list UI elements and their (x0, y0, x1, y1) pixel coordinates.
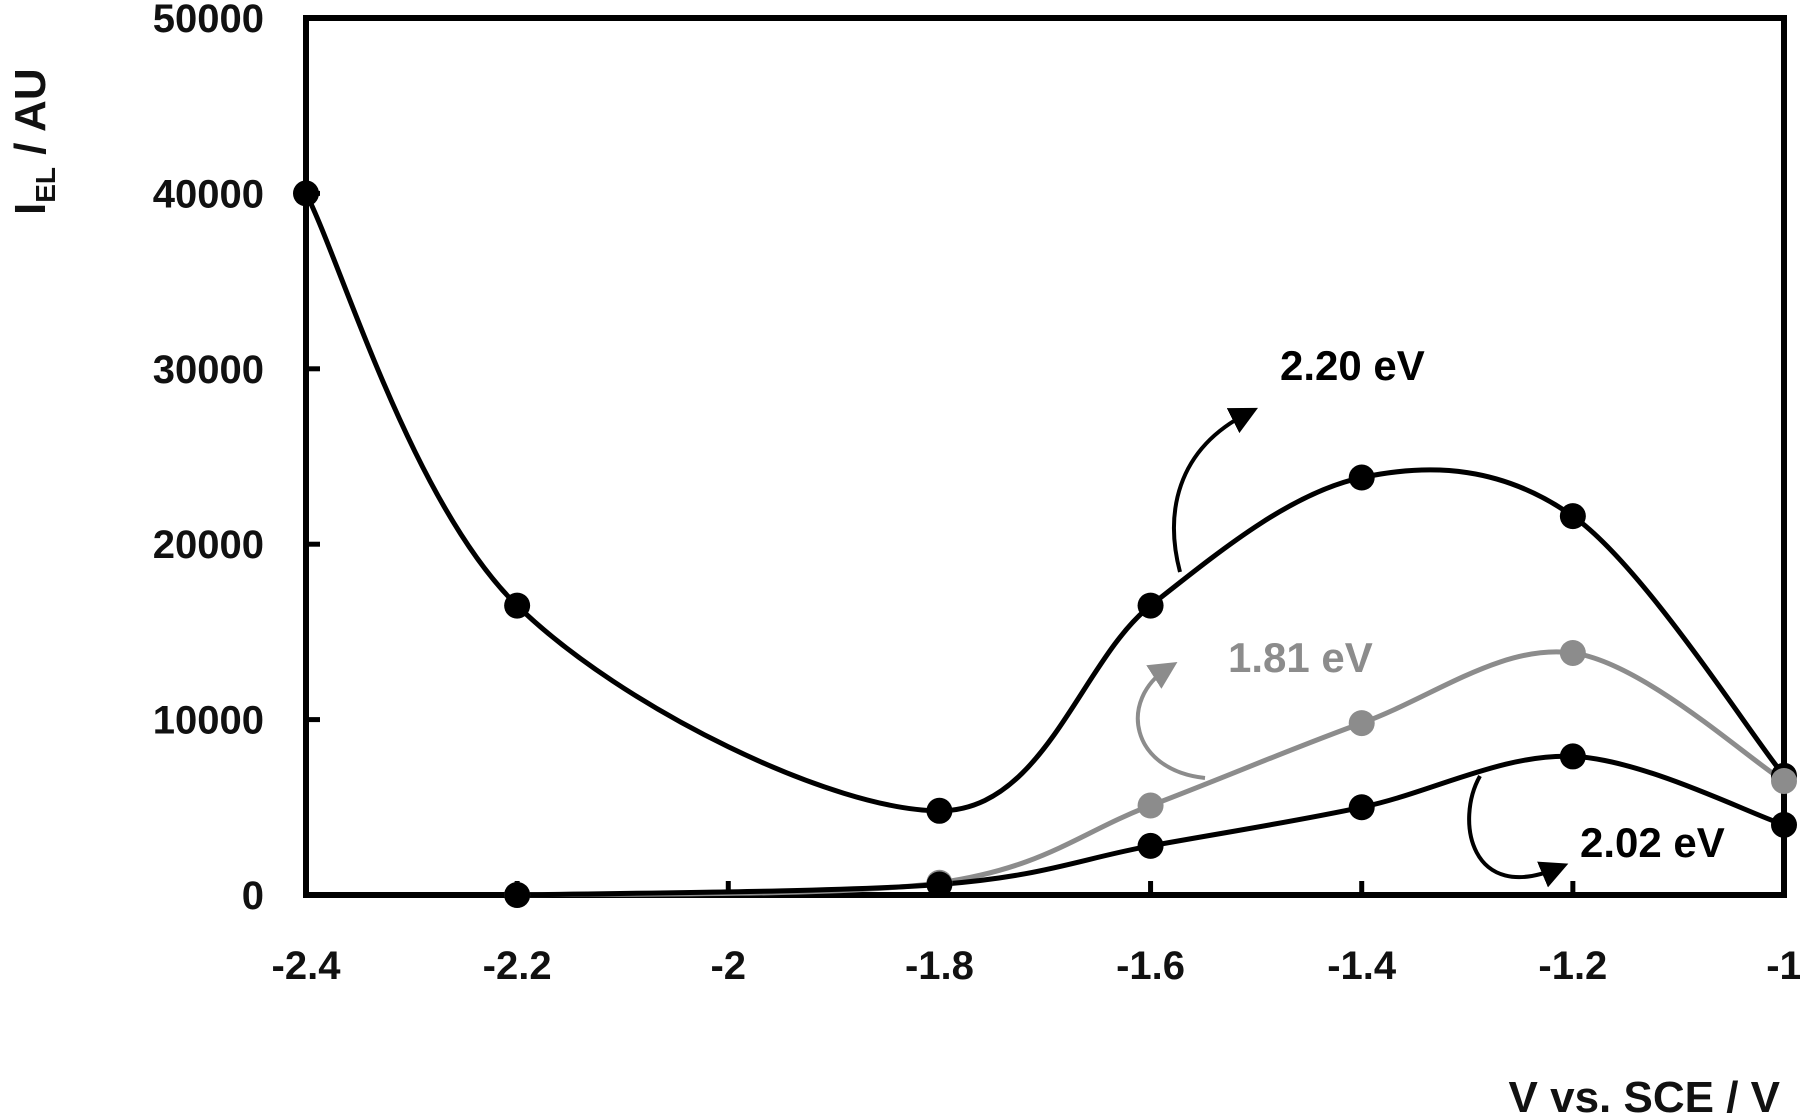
x-tick-label: -1.4 (1327, 944, 1397, 988)
x-tick-label: -2 (710, 944, 746, 988)
callout-arrow-2-20 (1172, 407, 1258, 573)
series-line-2 (514, 753, 1787, 898)
series-2-point-5 (1771, 811, 1797, 838)
series-2-point-4 (1559, 743, 1586, 770)
x-axis-label: V vs. SCE / V (1509, 1073, 1781, 1119)
y-tick-label: 30000 (153, 348, 264, 392)
series-0-point-5 (1559, 503, 1586, 530)
series-label-1-81: 1.81 eV (1228, 634, 1373, 681)
series-1-point-5 (1771, 767, 1797, 794)
x-tick-label: -1.2 (1538, 944, 1607, 988)
x-tick-label: -2.4 (272, 944, 342, 988)
x-tick-label: -1.8 (905, 944, 974, 988)
callout-arrow-2-02 (1467, 775, 1569, 888)
series-2-point-2 (1137, 832, 1164, 859)
y-tick-label: 20000 (153, 523, 264, 567)
y-tick-label: 40000 (153, 172, 264, 216)
series-0-point-1 (504, 592, 531, 619)
y-axis-label-subscript: EL (30, 167, 61, 203)
y-axis-label-symbol: I (6, 203, 55, 215)
series-line-0 (303, 190, 1787, 814)
series-lines (303, 190, 1787, 898)
x-tick-label: -1.6 (1116, 944, 1185, 988)
series-1-point-3 (1348, 710, 1375, 737)
series-2-point-0 (504, 882, 531, 908)
y-tick-label: 50000 (153, 0, 264, 41)
x-axis: -2.4 -2.2 -2 -1.8 -1.6 -1.4 -1.2 -1 (272, 881, 1800, 988)
y-tick-label: 10000 (153, 699, 264, 743)
x-tick-label: -1 (1766, 944, 1800, 988)
plot-frame (303, 15, 1787, 898)
y-axis: 0 10000 20000 30000 40000 50000 (153, 0, 320, 918)
series-label-2-02: 2.02 eV (1580, 819, 1725, 866)
series-0-point-3 (1137, 592, 1164, 619)
series-1-point-4 (1559, 639, 1586, 666)
series-0-point-0 (293, 180, 319, 207)
x-tick-label: -2.2 (483, 944, 552, 988)
y-axis-label: IEL / AU (6, 68, 61, 215)
y-axis-label-unit: / AU (6, 68, 55, 167)
series-2-point-3 (1348, 794, 1375, 821)
y-tick-label: 0 (242, 874, 264, 918)
series-2-point-1 (926, 871, 953, 898)
series-label-2-20: 2.20 eV (1280, 342, 1425, 389)
series-1-point-2 (1137, 792, 1164, 819)
series-0-point-2 (926, 797, 953, 824)
series-points (293, 180, 1797, 908)
series-0-point-4 (1348, 464, 1375, 491)
callout-arrow-1-81 (1135, 661, 1206, 780)
